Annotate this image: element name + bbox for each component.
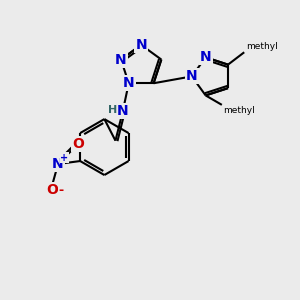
Text: -: - — [58, 184, 64, 197]
Text: O: O — [72, 137, 84, 151]
Text: N: N — [52, 157, 64, 171]
Text: N: N — [123, 76, 134, 90]
Text: N: N — [115, 52, 127, 67]
Text: +: + — [61, 152, 69, 163]
Text: H: H — [108, 105, 117, 115]
Text: N: N — [117, 104, 129, 118]
Text: N: N — [135, 38, 147, 52]
Text: N: N — [200, 50, 212, 64]
Text: O: O — [46, 184, 58, 197]
Text: N: N — [186, 69, 198, 83]
Text: methyl: methyl — [223, 106, 255, 115]
Text: methyl: methyl — [246, 42, 278, 51]
